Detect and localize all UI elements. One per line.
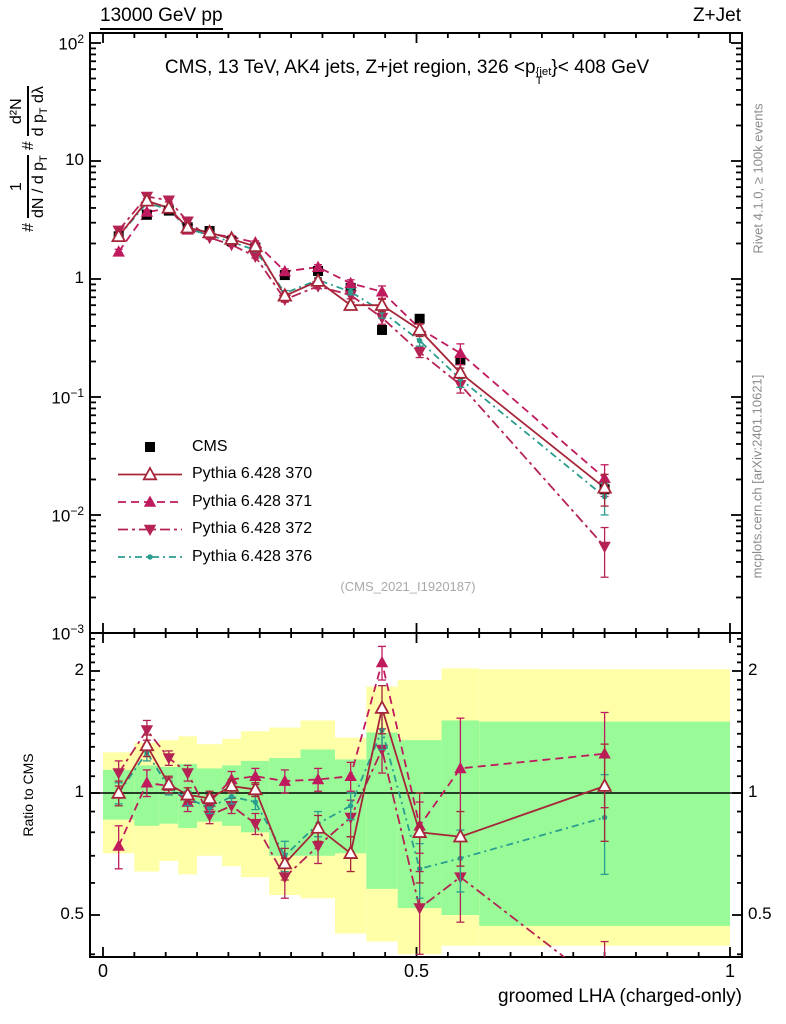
axis-tick-label: 1 xyxy=(74,268,84,287)
legend-item-pythia-371: Pythia 6.428 371 xyxy=(192,493,313,510)
axis-tick-label: 0.5 xyxy=(403,961,430,981)
beam-energy-label: 13000 GeV pp xyxy=(100,5,223,30)
axis-tick-label: 0.5 xyxy=(60,904,84,923)
plot-title: CMS, 13 TeV, AK4 jets, Z+jet region, 326… xyxy=(164,57,650,87)
axis-tick-label: 1 xyxy=(724,961,735,981)
axis-tick-label: 0 xyxy=(97,961,108,981)
axis-tick-label: 0.5 xyxy=(748,904,772,923)
axis-tick-label: 1 xyxy=(74,782,84,801)
axis-tick-label: 1 xyxy=(748,782,758,801)
process-label: Z+Jet xyxy=(692,5,741,26)
x-axis-label: groomed LHA (charged-only) xyxy=(498,986,742,1007)
axis-tick-label: 10−1 xyxy=(51,386,84,408)
axis-tick-label: 10−3 xyxy=(51,622,84,644)
hash-glyph: # xyxy=(20,141,37,151)
axis-tick-label: 102 xyxy=(58,32,84,54)
axis-tick-label: 10−2 xyxy=(51,504,84,526)
title-superscript: {jet xyxy=(535,65,552,78)
legend-item-cms: CMS xyxy=(192,438,228,455)
axis-tick-label: 10 xyxy=(65,150,84,169)
hash-glyph: # xyxy=(20,222,37,232)
mcplots-arxiv-note: mcplots.cern.ch [arXiv:2401.10621] xyxy=(749,374,765,579)
legend-item-pythia-376: Pythia 6.428 376 xyxy=(192,548,313,565)
legend-item-pythia-372: Pythia 6.428 372 xyxy=(192,520,313,537)
analysis-id-watermark: (CMS_2021_I1920187) xyxy=(340,579,476,594)
differential-fraction: d²N d pT dλ xyxy=(7,86,51,137)
axis-tick-label: 2 xyxy=(74,659,84,679)
legend-item-pythia-370: Pythia 6.428 370 xyxy=(192,465,313,482)
axis-tick-label: 2 xyxy=(748,659,758,679)
title-subscript: T xyxy=(535,74,543,87)
rivet-version-note: Rivet 4.1.0, ≥ 100k events xyxy=(750,103,766,254)
